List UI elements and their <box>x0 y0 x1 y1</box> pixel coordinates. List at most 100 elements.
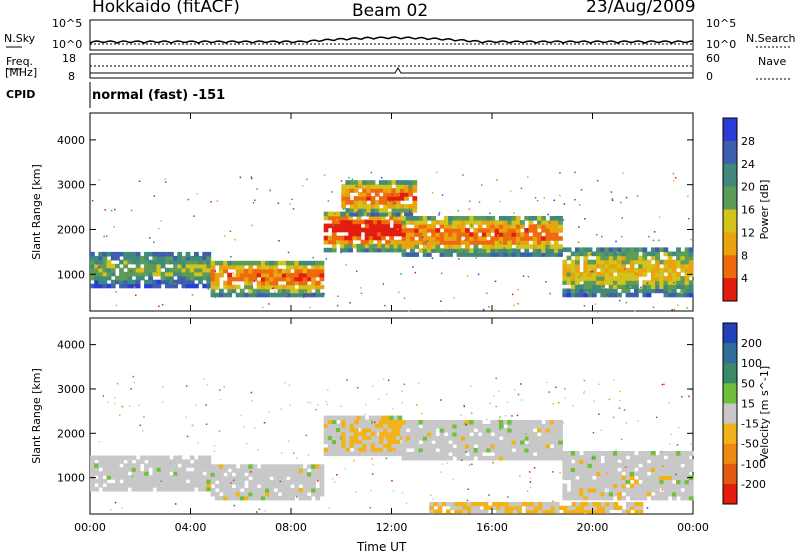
data-point <box>673 308 676 311</box>
data-point <box>634 310 636 312</box>
data-cell <box>302 288 308 294</box>
data-cell <box>139 487 145 492</box>
data-cell <box>567 509 573 514</box>
data-cell <box>507 236 513 241</box>
data-point <box>412 452 415 454</box>
data-cell <box>650 475 656 481</box>
data-point <box>131 475 134 478</box>
data-point <box>372 463 374 466</box>
data-cell <box>115 455 120 460</box>
data-cell <box>655 491 660 497</box>
data-cell <box>443 220 449 225</box>
data-cell <box>667 280 673 285</box>
data-cell <box>545 252 551 257</box>
data-cell <box>356 243 362 249</box>
data-point <box>277 202 280 204</box>
data-cell <box>646 288 652 294</box>
data-cell <box>327 423 333 429</box>
data-cell <box>277 260 283 266</box>
data-cell <box>269 480 274 485</box>
data-cell <box>362 447 367 452</box>
data-cell <box>169 279 174 285</box>
data-cell <box>621 284 627 289</box>
y-tick-label: 3000 <box>57 179 85 192</box>
data-cell <box>549 236 555 241</box>
data-cell <box>327 419 333 425</box>
data-cell <box>256 468 262 473</box>
data-point <box>392 449 394 452</box>
data-cell <box>676 491 681 497</box>
data-cell <box>135 255 141 261</box>
data-cell <box>160 259 166 265</box>
data-cell <box>612 280 618 285</box>
data-cell <box>629 247 635 253</box>
data-cell <box>252 276 258 282</box>
data-cell <box>688 463 694 468</box>
data-cell <box>290 480 295 485</box>
data-cell <box>667 255 673 261</box>
data-cell <box>439 220 445 225</box>
data-cell <box>181 255 187 261</box>
data-cell <box>537 428 542 433</box>
data-cell <box>115 263 120 269</box>
data-point <box>382 283 385 285</box>
data-point <box>139 424 142 427</box>
data-cell <box>364 223 370 229</box>
data-cell <box>604 483 610 489</box>
data-cell <box>646 475 652 481</box>
data-cell <box>642 455 648 460</box>
data-cell <box>558 224 563 229</box>
data-point <box>529 481 532 483</box>
data-cell <box>579 483 584 489</box>
data-cell <box>94 279 99 285</box>
data-cell <box>532 236 538 241</box>
data-cell <box>94 455 99 460</box>
data-point <box>103 235 105 238</box>
data-cell <box>115 475 120 480</box>
data-cell <box>515 220 521 225</box>
data-cell <box>443 252 449 257</box>
data-cell <box>481 232 487 237</box>
data-cell <box>349 208 355 213</box>
data-cell <box>667 471 673 477</box>
data-cell <box>231 464 237 469</box>
data-cell <box>688 247 694 253</box>
data-cell <box>542 502 548 507</box>
data-cell <box>281 268 287 274</box>
data-point <box>592 431 595 434</box>
data-cell <box>331 439 337 445</box>
data-cell <box>160 487 166 492</box>
data-point <box>675 473 677 476</box>
data-cell <box>119 475 124 480</box>
data-cell <box>148 267 153 273</box>
data-cell <box>612 475 618 481</box>
data-cell <box>227 464 233 469</box>
data-cell <box>545 236 551 241</box>
data-cell <box>148 483 153 488</box>
data-cell <box>294 480 300 485</box>
data-cell <box>169 475 174 480</box>
data-cell <box>642 467 648 472</box>
data-cell <box>173 475 178 480</box>
data-cell <box>256 260 262 266</box>
data-cell <box>507 436 513 441</box>
data-cell <box>362 208 367 213</box>
data-cell <box>315 488 321 493</box>
data-cell <box>169 271 174 277</box>
data-point <box>640 286 642 289</box>
data-cell <box>456 244 462 249</box>
data-cell <box>341 431 347 437</box>
data-cell <box>389 231 394 237</box>
data-cell <box>349 204 355 209</box>
data-cell <box>503 216 508 221</box>
data-cell <box>383 427 388 433</box>
data-point <box>469 200 471 202</box>
data-cell <box>600 247 606 253</box>
data-point <box>346 379 348 381</box>
data-cell <box>617 247 622 253</box>
data-cell <box>477 424 483 429</box>
data-point <box>153 195 156 197</box>
data-cell <box>570 487 576 493</box>
data-cell <box>290 491 295 497</box>
data-cell <box>378 435 384 440</box>
